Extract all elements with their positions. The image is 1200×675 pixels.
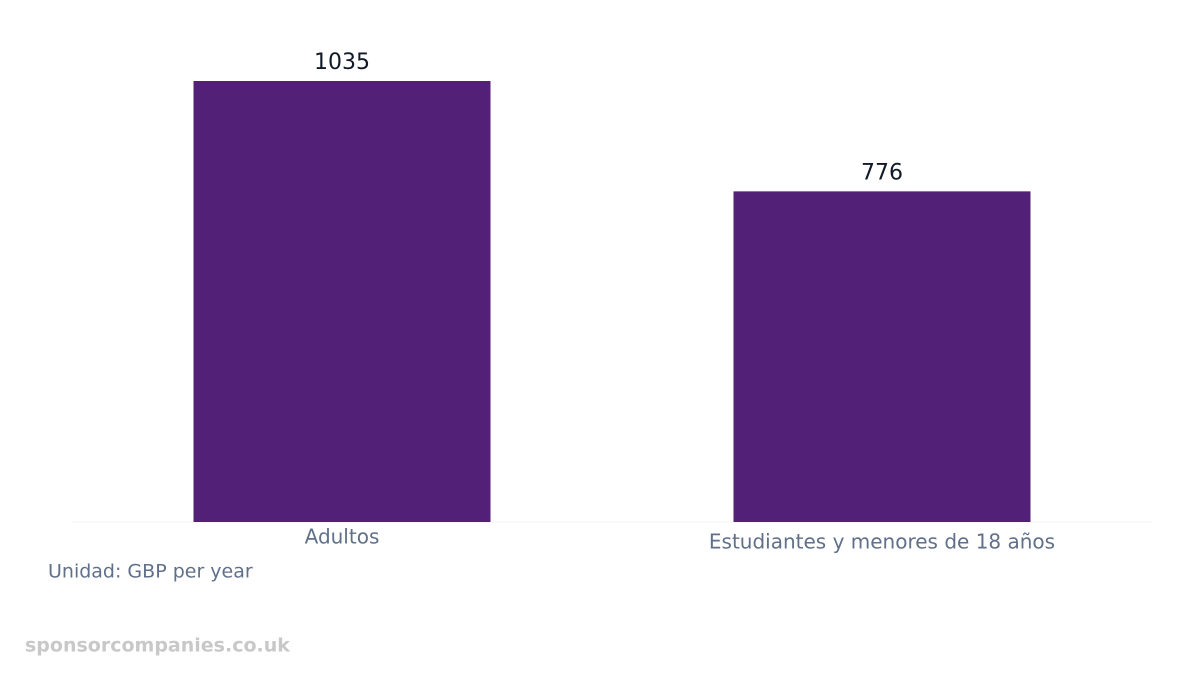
x-tick-label: Adultos [305, 525, 380, 549]
bar [733, 191, 1031, 523]
bar [193, 81, 491, 522]
watermark: sponsorcompanies.co.uk [25, 635, 290, 657]
value-label: 776 [861, 160, 903, 185]
x-tick-label: Estudiantes y menores de 18 años [709, 530, 1055, 554]
unit-note: Unidad: GBP per year [48, 561, 253, 583]
value-label: 1035 [314, 50, 370, 75]
